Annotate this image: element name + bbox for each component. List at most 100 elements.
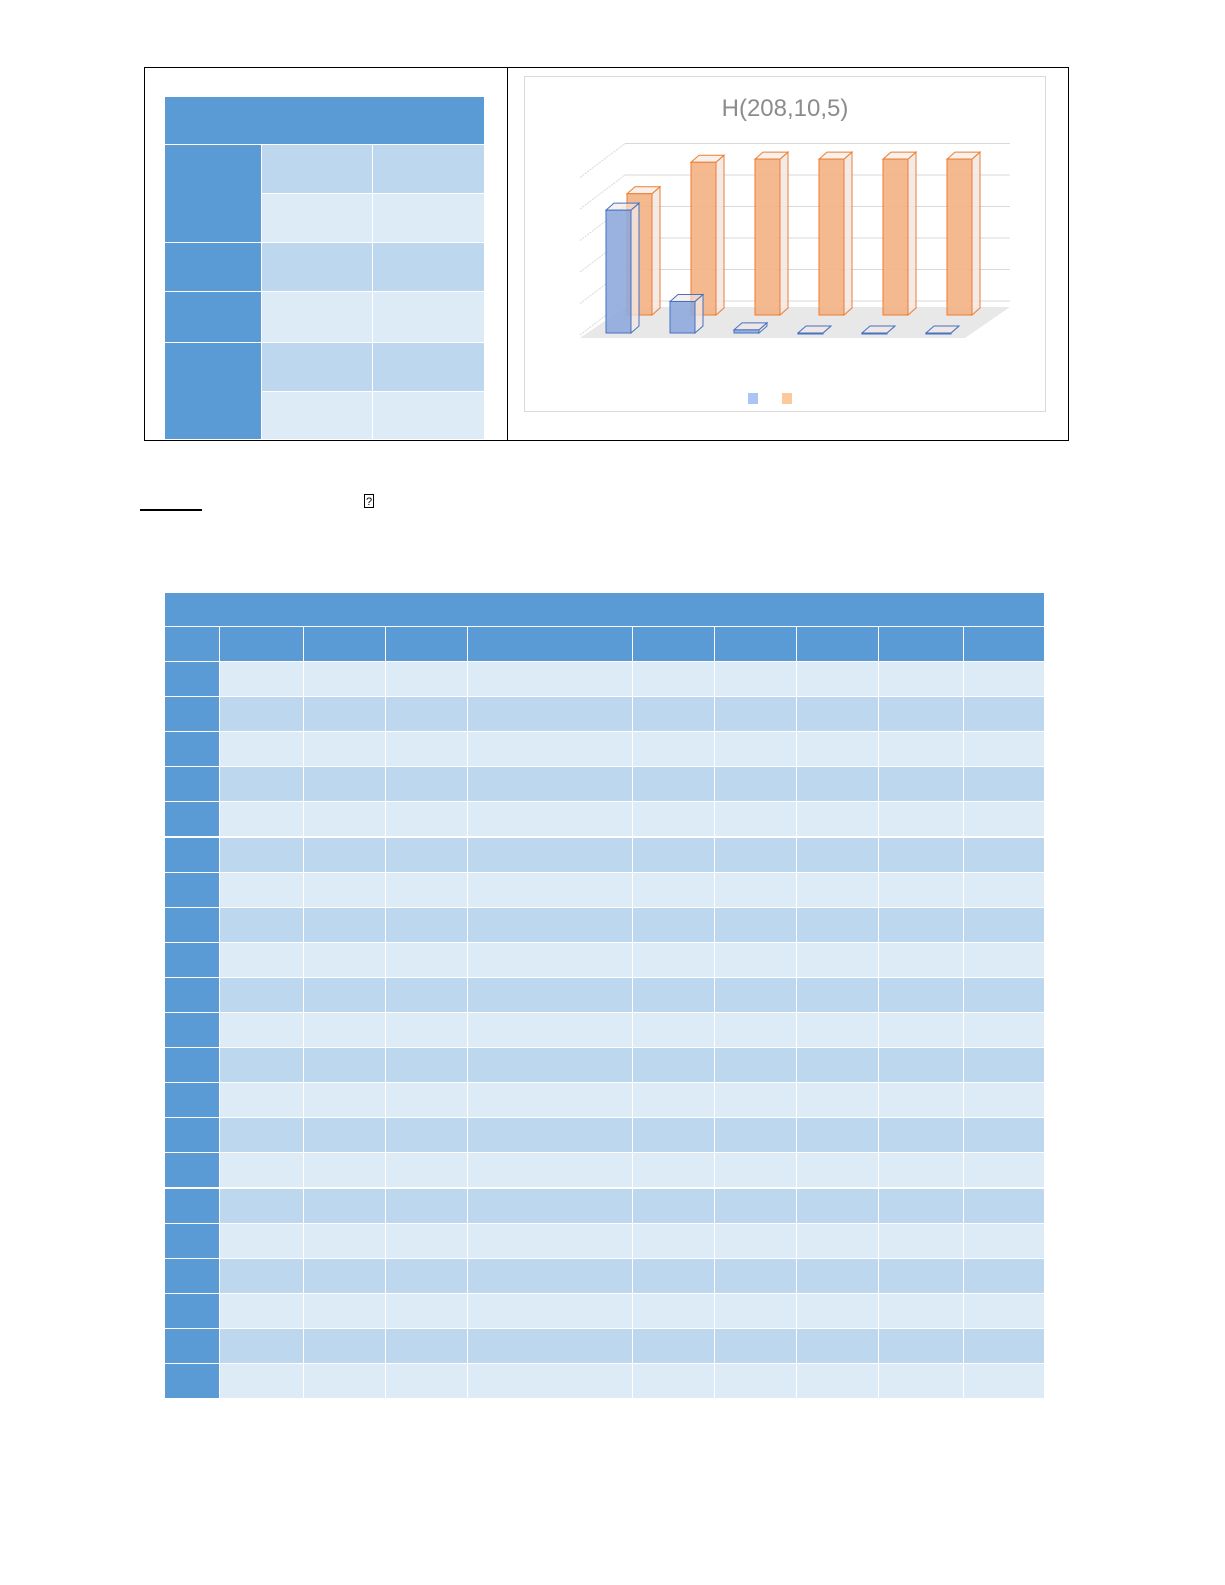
- table-cell: [633, 1083, 715, 1119]
- table-cell: [386, 1188, 468, 1224]
- table-cell: [964, 1013, 1045, 1048]
- table-cell: [468, 942, 633, 978]
- table-cell: [964, 1293, 1045, 1329]
- table-cell: [964, 837, 1045, 873]
- figure-frame: [144, 67, 1069, 441]
- row-header: [165, 1364, 220, 1399]
- table-cell: [262, 243, 373, 292]
- table-cell: [304, 697, 386, 733]
- table-cell: [964, 1118, 1045, 1154]
- table-cell: [715, 1293, 797, 1329]
- table-cell: [468, 1188, 633, 1224]
- table-cell: [220, 1153, 304, 1189]
- row-header: [165, 942, 220, 978]
- table-cell: [220, 732, 304, 768]
- table-cell: [468, 1293, 633, 1329]
- table-cell: [633, 802, 715, 838]
- column-header: [879, 627, 964, 662]
- column-header: [964, 627, 1045, 662]
- bar-blue: [797, 332, 824, 335]
- table-cell: [386, 872, 468, 908]
- table-cell: [304, 1293, 386, 1329]
- table-cell: [633, 1258, 715, 1294]
- table-cell: [220, 1364, 304, 1399]
- table-cell: [715, 1153, 797, 1189]
- column-header: [165, 627, 220, 662]
- table-cell: [633, 1328, 715, 1364]
- table-cell: [715, 802, 797, 838]
- bar-chart-3d: [579, 143, 1010, 404]
- table-cell: [964, 1048, 1045, 1084]
- table-cell: [386, 1013, 468, 1048]
- bar-blue: [861, 332, 888, 335]
- table-cell: [468, 1223, 633, 1259]
- table-cell: [386, 802, 468, 838]
- table-cell: [262, 194, 373, 243]
- table-cell: [220, 907, 304, 943]
- table-cell: [715, 767, 797, 803]
- table-cell: [468, 767, 633, 803]
- bar-blue: [605, 209, 632, 334]
- table-cell: [468, 1364, 633, 1399]
- table-cell: [633, 872, 715, 908]
- table-cell: [879, 1328, 964, 1364]
- gridline-side: [579, 300, 626, 336]
- table-cell: [715, 1328, 797, 1364]
- table-cell: [468, 1328, 633, 1364]
- gridline-side: [579, 237, 626, 273]
- table-cell: [304, 732, 386, 768]
- chart-title: H(208,10,5): [721, 95, 849, 122]
- table-cell: [964, 907, 1045, 943]
- row-header: [165, 1258, 220, 1294]
- legend-swatch-blue: [748, 393, 758, 404]
- table-cell: [220, 977, 304, 1013]
- table-cell: [879, 697, 964, 733]
- table-cell: [220, 767, 304, 803]
- table-cell: [262, 343, 373, 392]
- table-cell: [797, 1013, 879, 1048]
- table-cell: [964, 1258, 1045, 1294]
- table-cell: [715, 1258, 797, 1294]
- bar-orange-side: [651, 185, 661, 317]
- table-cell: [386, 907, 468, 943]
- table-cell: [797, 1223, 879, 1259]
- table-cell: [797, 837, 879, 873]
- table-cell: [964, 872, 1045, 908]
- column-header: [304, 627, 386, 662]
- table-cell: [879, 907, 964, 943]
- bar-blue: [733, 329, 760, 334]
- table-cell: [373, 194, 485, 243]
- table-cell: [797, 872, 879, 908]
- table-cell: [879, 1083, 964, 1119]
- table-cell: [468, 1013, 633, 1048]
- table-cell: [304, 1328, 386, 1364]
- row-header: [165, 1293, 220, 1329]
- table-cell: [879, 1013, 964, 1048]
- table-cell: [304, 1083, 386, 1119]
- row-header: [165, 837, 220, 873]
- table-cell: [879, 1293, 964, 1329]
- table-cell: [468, 977, 633, 1013]
- table-cell: [633, 732, 715, 768]
- table-cell: [879, 837, 964, 873]
- table-cell: [633, 942, 715, 978]
- column-header: [220, 627, 304, 662]
- table-cell: [386, 1153, 468, 1189]
- table-cell: [220, 1188, 304, 1224]
- gridline-side: [579, 174, 626, 210]
- table-cell: [633, 977, 715, 1013]
- legend-swatch-orange: [782, 393, 792, 404]
- column-header: [715, 627, 797, 662]
- table-cell: [879, 1153, 964, 1189]
- table-cell: [220, 1118, 304, 1154]
- gridline-side: [579, 269, 626, 304]
- table-cell: [879, 1223, 964, 1259]
- column-header: [386, 627, 468, 662]
- table-cell: [220, 802, 304, 838]
- table-cell: [797, 1364, 879, 1399]
- table-cell: [468, 1048, 633, 1084]
- table-cell: [373, 292, 485, 343]
- table-cell: [373, 243, 485, 292]
- table-cell: [386, 977, 468, 1013]
